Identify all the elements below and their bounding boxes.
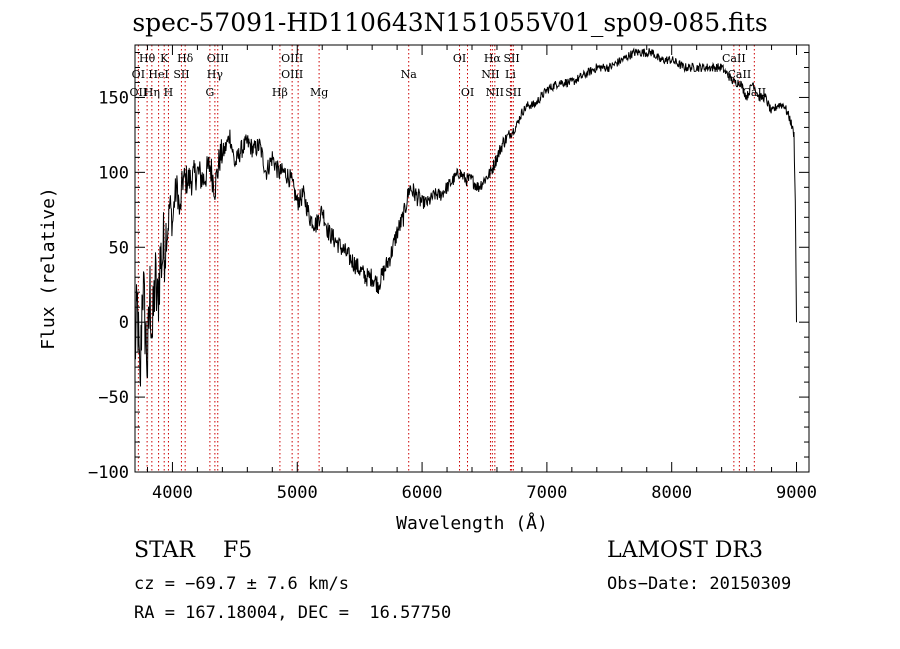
y-tick-label: −100	[88, 463, 129, 483]
line-annotation: SII	[503, 52, 519, 65]
line-annotation: H	[164, 86, 174, 99]
line-annotation: Mg	[310, 86, 328, 99]
line-annotation: NII	[486, 86, 504, 99]
line-annotation: OIII	[281, 52, 303, 65]
x-tick-label: 6000	[402, 483, 443, 503]
line-annotation: CaII	[742, 86, 766, 99]
line-annotation: Hβ	[272, 86, 288, 99]
line-annotation: Hη	[144, 86, 160, 99]
coordinates: RA = 167.18004, DEC = 16.57750	[134, 603, 451, 623]
x-tick-label: 5000	[277, 483, 318, 503]
line-annotation: OIII	[207, 52, 229, 65]
line-annotation: Hγ	[207, 68, 224, 81]
y-tick-label: 50	[109, 238, 129, 258]
line-annotation: Hθ	[139, 52, 156, 65]
y-tick-label: 150	[98, 88, 129, 108]
redshift-info: cz = −69.7 ± 7.6 km/s	[134, 574, 349, 594]
x-tick-label: 7000	[526, 483, 567, 503]
line-annotation: OI	[453, 52, 466, 65]
x-axis-label: Wavelength (Å)	[396, 512, 548, 534]
line-annotation: CaII	[722, 52, 746, 65]
line-annotation: CaII	[728, 68, 752, 81]
line-annotation: SII	[173, 68, 189, 81]
line-annotation: K	[160, 52, 169, 65]
y-tick-label: −50	[98, 388, 129, 408]
line-annotation: G	[205, 86, 214, 99]
line-annotation: Hα	[484, 52, 502, 65]
line-annotation: OI	[461, 86, 474, 99]
obs-date: Obs−Date: 20150309	[607, 574, 791, 594]
x-tick-label: 8000	[651, 483, 692, 503]
line-annotation: NII	[481, 68, 499, 81]
object-type: STAR F5	[134, 538, 252, 563]
plot-frame	[135, 45, 809, 472]
line-annotation: Na	[401, 68, 418, 81]
survey-name: LAMOST DR3	[607, 538, 763, 563]
line-annotation: Hδ	[177, 52, 194, 65]
line-annotation: SII	[505, 86, 521, 99]
y-axis-label: Flux (relative)	[38, 187, 59, 350]
line-annotation: OIII	[281, 68, 303, 81]
line-annotation: HeI	[148, 68, 168, 81]
x-tick-label: 4000	[152, 483, 193, 503]
spectrum-line	[135, 48, 797, 386]
x-tick-label: 9000	[776, 483, 817, 503]
y-tick-label: 100	[98, 163, 129, 183]
y-tick-label: 0	[119, 313, 129, 333]
line-annotation: OI	[132, 68, 145, 81]
line-annotation: Li	[505, 68, 516, 81]
